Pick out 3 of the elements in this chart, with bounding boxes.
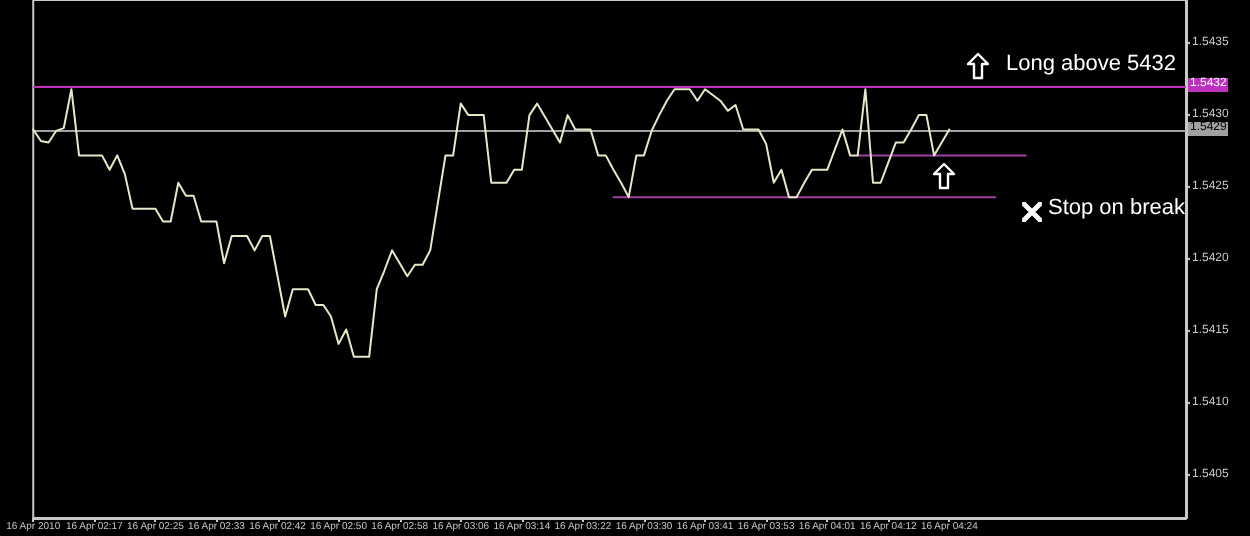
annotation: Stop on break [1048,196,1185,220]
line-series [32,88,951,358]
annotation: Long above 5432 [1006,52,1177,76]
